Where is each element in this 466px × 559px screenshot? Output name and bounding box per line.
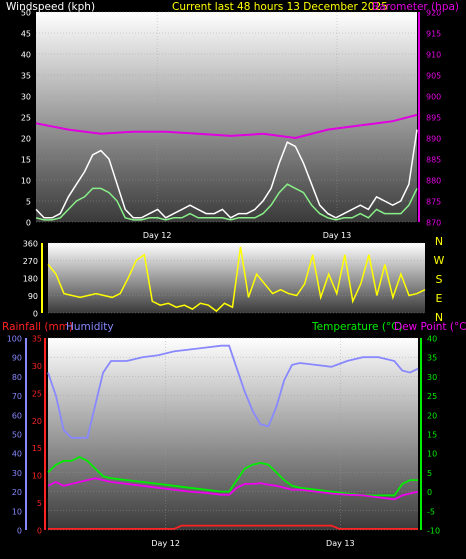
- barometer-tick-label: 875: [426, 198, 441, 207]
- temperature-tick-label: 25: [427, 392, 437, 401]
- humidity-axis-label: Humidity: [66, 321, 114, 333]
- windspeed-tick-label: 5: [26, 198, 31, 207]
- humidity-tick-label: 100: [7, 335, 22, 344]
- wind-x-tick-label: Day 12: [143, 231, 172, 240]
- temperature-tick-label: 10: [427, 450, 437, 459]
- direction-tick-label: 360: [23, 240, 38, 249]
- wind-x-tick-label: Day 13: [323, 231, 352, 240]
- temperature-series: [47, 344, 419, 530]
- temperature-tick-label: 5: [427, 469, 432, 478]
- temperature-x-axis: Day 12 Day 13: [151, 539, 354, 548]
- humidity-tick-label: 0: [17, 527, 22, 536]
- rainfall-tick-label: 15: [32, 444, 42, 453]
- barometer-tick-label: 905: [426, 72, 441, 81]
- barometer-series-line: [35, 113, 418, 140]
- rainfall-tick-label: 0: [37, 527, 42, 536]
- rainfall-tick-label: 25: [32, 389, 42, 398]
- humidity-tick-label: 50: [12, 431, 22, 440]
- direction-axis: 0 90 180 270 360: [23, 240, 43, 319]
- temperature-axes: -10-505101520253035400102030405060708090…: [7, 335, 440, 536]
- rainfall-tick-label: 5: [37, 499, 42, 508]
- dewpoint-axis-label: Dew Point (°C): [394, 321, 466, 333]
- barometer-tick-label: 900: [426, 93, 441, 102]
- temperature-panel: -10-505101520253035400102030405060708090…: [2, 321, 466, 548]
- temperature-tick-label: -5: [427, 507, 435, 516]
- windspeed-tick-label: 35: [21, 72, 31, 81]
- windspeed-tick-label: 50: [21, 9, 31, 18]
- temperature-x-tick-label: Day 13: [326, 539, 355, 548]
- temperature-tick-label: 40: [427, 335, 437, 344]
- barometer-tick-label: 870: [426, 219, 441, 228]
- rainfall-series-line: [48, 524, 418, 530]
- barometer-tick-label: 895: [426, 114, 441, 123]
- barometer-tick-label: 920: [426, 9, 441, 18]
- windspeed-tick-label: 25: [21, 114, 31, 123]
- humidity-tick-label: 60: [12, 411, 22, 420]
- barometer-tick-label: 910: [426, 51, 441, 60]
- barometer-tick-label: 885: [426, 156, 441, 165]
- barometer-tick-label: 880: [426, 177, 441, 186]
- humidity-tick-label: 30: [12, 469, 22, 478]
- humidity-tick-label: 90: [12, 354, 22, 363]
- rainfall-tick-label: 10: [32, 472, 42, 481]
- humidity-tick-label: 80: [12, 373, 22, 382]
- barometer-axis-label: Barometer (hpa): [372, 1, 459, 13]
- humidity-series-line: [47, 344, 419, 439]
- windspeed-tick-label: 10: [21, 177, 31, 186]
- barometer-axis: 870 875 880 885 890 895 900 905 910 915 920: [418, 9, 441, 228]
- rainfall-axis-label: Rainfall (mm): [2, 321, 73, 333]
- barometer-tick-label: 915: [426, 30, 441, 39]
- humidity-tick-label: 40: [12, 450, 22, 459]
- barometer-tick-label: 890: [426, 135, 441, 144]
- rainfall-tick-label: 30: [32, 362, 42, 371]
- temperature-axis-label: Temperature (°C): [311, 321, 403, 333]
- humidity-tick-label: 10: [12, 507, 22, 516]
- direction-tick-label: 270: [23, 257, 38, 266]
- windspeed-axis-label: Windspeed (kph): [6, 1, 95, 13]
- direction-series: [47, 246, 426, 313]
- temperature-tick-label: 35: [427, 354, 437, 363]
- windspeed-tick-label: 30: [21, 93, 31, 102]
- compass-label: N: [435, 235, 443, 248]
- rainfall-tick-label: 35: [32, 335, 42, 344]
- compass-label: N: [435, 311, 443, 324]
- windspeed-tick-label: 40: [21, 51, 31, 60]
- compass-label: E: [436, 292, 443, 305]
- temperature-tick-label: -10: [427, 527, 440, 536]
- humidity-tick-label: 70: [12, 392, 22, 401]
- wind-grid: [36, 11, 417, 223]
- windspeed-tick-label: 45: [21, 30, 31, 39]
- compass-label: S: [436, 273, 443, 286]
- windspeed-tick-label: 20: [21, 135, 31, 144]
- chart-title: Current last 48 hours 13 December 2025: [172, 1, 388, 13]
- direction-series-line: [47, 246, 426, 313]
- wind-x-axis: Day 12 Day 13: [143, 231, 351, 240]
- temperature-tick-label: 20: [427, 411, 437, 420]
- rainfall-tick-label: 20: [32, 417, 42, 426]
- temperature-grid: [48, 337, 418, 531]
- wind-panel: 0 5 10 15 20 25 30 35 40 45 50 870 875 880 885 890 895 9…: [6, 1, 459, 240]
- dewpoint-series-line: [47, 477, 419, 501]
- temperature-tick-label: 0: [427, 488, 432, 497]
- windspeed-tick-label: 0: [26, 219, 31, 228]
- compass-label: W: [434, 254, 445, 267]
- windspeed-axis: 0 5 10 15 20 25 30 35 40 45 50: [21, 9, 31, 228]
- wind-series: [35, 113, 418, 221]
- temperature-tick-label: 30: [427, 373, 437, 382]
- temperature-tick-label: 15: [427, 431, 437, 440]
- temperature-x-tick-label: Day 12: [151, 539, 180, 548]
- windspeed-tick-label: 15: [21, 156, 31, 165]
- humidity-tick-label: 20: [12, 488, 22, 497]
- direction-tick-label: 0: [33, 310, 38, 319]
- average-series-line: [35, 183, 418, 221]
- gust-series-line: [35, 129, 418, 219]
- direction-tick-label: 90: [28, 292, 38, 301]
- direction-tick-label: 180: [23, 275, 38, 284]
- temperature-plot-background: [48, 338, 418, 530]
